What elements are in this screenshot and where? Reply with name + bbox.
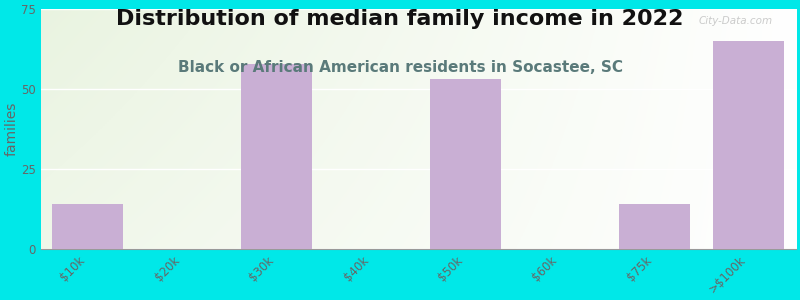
Bar bbox=[619, 204, 690, 249]
Bar bbox=[242, 64, 312, 249]
Y-axis label: families: families bbox=[4, 102, 18, 156]
Bar bbox=[53, 204, 123, 249]
Bar bbox=[714, 41, 784, 249]
Text: Distribution of median family income in 2022: Distribution of median family income in … bbox=[116, 9, 684, 29]
Text: Black or African American residents in Socastee, SC: Black or African American residents in S… bbox=[178, 60, 622, 75]
Bar bbox=[430, 80, 501, 249]
Text: City-Data.com: City-Data.com bbox=[699, 16, 773, 26]
